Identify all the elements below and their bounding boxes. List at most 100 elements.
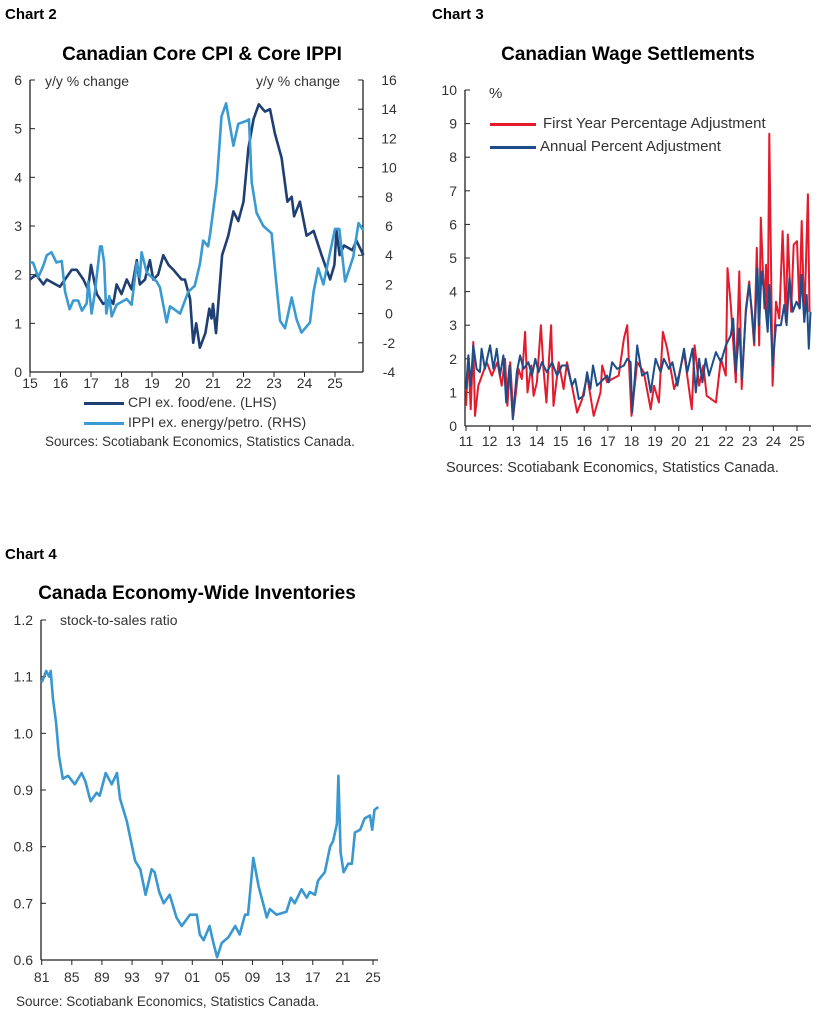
chart3-x-tick-label: 15: [553, 433, 569, 449]
chart3-y-tick-label: 3: [449, 317, 457, 333]
chart2-left-axis-label: y/y % change: [45, 73, 130, 89]
chart3-y-tick-label: 2: [449, 351, 457, 367]
chart4-y-tick-label: 1.1: [14, 669, 34, 685]
chart2-y-tick-label-right: 14: [381, 101, 397, 117]
chart3-y-tick-label: 7: [449, 183, 457, 199]
chart2-source: Sources: Scotiabank Economics, Statistic…: [45, 434, 355, 449]
chart3-legend-annual: Annual Percent Adjustment: [540, 138, 721, 155]
chart3-unit-label: %: [489, 85, 503, 102]
chart4-label: Chart 4: [5, 546, 57, 563]
chart4-x-tick-label: 13: [275, 969, 291, 985]
chart3-y-tick-label: 5: [449, 250, 457, 266]
chart4-x-tick-label: 09: [245, 969, 261, 985]
chart3-x-tick-label: 13: [505, 433, 521, 449]
chart3-series-line-1: [465, 267, 812, 421]
chart3-y-tick-label: 8: [449, 149, 457, 165]
chart3-y-tick-label: 10: [441, 82, 457, 98]
chart2-x-tick-label: 17: [83, 375, 99, 391]
chart4-x-tick-label: 25: [365, 969, 381, 985]
chart2-x-tick-label: 16: [53, 375, 69, 391]
chart3-y-tick-label: 4: [449, 284, 457, 300]
chart4-x-tick-label: 81: [34, 969, 50, 985]
chart2-x-tick-label: 22: [236, 375, 252, 391]
chart4-title: Canada Economy-Wide Inventories: [38, 583, 356, 604]
chart4-y-tick-label: 0.9: [14, 782, 34, 798]
chart2-legend-swatch-cpi: [84, 402, 124, 405]
chart2-y-tick-label-right: 2: [385, 276, 393, 292]
chart4-x-tick-label: 93: [124, 969, 140, 985]
chart2-y-tick-label-right: 0: [385, 306, 393, 322]
chart2-y-tick-label-right: -4: [383, 364, 396, 380]
chart3-x-tick-label: 18: [624, 433, 640, 449]
chart2-series-line-1: [30, 102, 365, 334]
chart2-y-tick-label-right: 16: [381, 72, 397, 88]
chart4-unit-label: stock-to-sales ratio: [60, 612, 178, 628]
chart3-legend-swatch-annual: [490, 146, 536, 149]
chart2-x-tick-label: 25: [327, 375, 343, 391]
chart4-x-tick-label: 89: [94, 969, 110, 985]
chart3-x-tick-label: 17: [600, 433, 616, 449]
chart2-y-tick-label: 5: [14, 121, 22, 137]
chart4-x-tick-label: 17: [305, 969, 321, 985]
chart4-series-line-0: [40, 669, 380, 959]
chart4-x-tick-label: 97: [154, 969, 170, 985]
chart2-series-line-0: [29, 103, 365, 349]
chart3-x-tick-label: 14: [529, 433, 545, 449]
chart4-y-tick-label: 1.2: [14, 612, 34, 628]
chart2-y-tick-label-right: 6: [385, 218, 393, 234]
chart3-x-tick-label: 23: [742, 433, 758, 449]
chart2-x-tick-label: 15: [22, 375, 38, 391]
chart2-x-tick-label: 21: [205, 375, 221, 391]
chart3-legend-swatch-first-year: [490, 123, 536, 126]
chart2-x-tick-label: 18: [114, 375, 130, 391]
chart4-source: Source: Scotiabank Economics, Statistics…: [16, 994, 320, 1009]
chart2-y-tick-label-right: -2: [383, 335, 396, 351]
chart2-y-tick-label: 3: [14, 218, 22, 234]
chart2-y-tick-label-right: 8: [385, 189, 393, 205]
chart3-legend-first-year: First Year Percentage Adjustment: [543, 115, 766, 132]
chart3-y-tick-label: 1: [449, 384, 457, 400]
chart4-y-tick-label: 1.0: [14, 725, 34, 741]
chart2-y-tick-label-right: 4: [385, 247, 393, 263]
chart4-y-tick-label: 0.7: [14, 895, 34, 911]
chart3-title: Canadian Wage Settlements: [501, 44, 755, 65]
chart4-x-tick-label: 01: [185, 969, 201, 985]
chart2-x-tick-label: 23: [266, 375, 282, 391]
chart2-title: Canadian Core CPI & Core IPPI: [62, 44, 342, 65]
chart3-y-tick-label: 9: [449, 116, 457, 132]
chart3-x-tick-label: 24: [766, 433, 782, 449]
chart4-x-tick-label: 05: [215, 969, 231, 985]
chart3-x-tick-label: 19: [647, 433, 663, 449]
chart3-x-tick-label: 12: [482, 433, 498, 449]
chart2-legend-swatch-ippi: [84, 422, 124, 425]
chart2-label: Chart 2: [5, 6, 57, 23]
chart4-y-tick-label: 0.6: [14, 952, 34, 968]
chart2-y-tick-label: 4: [14, 169, 22, 185]
chart2-x-tick-label: 20: [175, 375, 191, 391]
chart3-source: Sources: Scotiabank Economics, Statistic…: [446, 460, 779, 476]
chart3-y-tick-label: 6: [449, 216, 457, 232]
chart2-right-axis-label: y/y % change: [256, 73, 341, 89]
chart4-y-tick-label: 0.8: [14, 839, 34, 855]
chart2-y-tick-label: 1: [14, 315, 22, 331]
chart4-x-tick-label: 85: [64, 969, 80, 985]
chart2-y-tick-label: 2: [14, 267, 22, 283]
chart3-x-tick-label: 16: [576, 433, 592, 449]
chart2-y-tick-label: 6: [14, 72, 22, 88]
chart3-y-tick-label: 0: [449, 418, 457, 434]
chart2-legend-ippi: IPPI ex. energy/petro. (RHS): [128, 414, 307, 430]
chart3-label: Chart 3: [432, 6, 484, 23]
chart3-series-line-0: [465, 132, 811, 417]
chart3-x-tick-label: 21: [695, 433, 711, 449]
chart2-x-tick-label: 24: [297, 375, 313, 391]
chart3-x-tick-label: 11: [459, 433, 474, 449]
chart4-x-tick-label: 21: [335, 969, 351, 985]
chart2-legend-cpi: CPI ex. food/ene. (LHS): [128, 394, 277, 410]
chart3-x-tick-label: 25: [789, 433, 805, 449]
chart2-x-tick-label: 19: [144, 375, 160, 391]
chart2-y-tick-label-right: 10: [381, 160, 397, 176]
chart3-x-tick-label: 22: [718, 433, 734, 449]
chart2-y-tick-label: 0: [14, 364, 22, 380]
chart3-x-tick-label: 20: [671, 433, 687, 449]
